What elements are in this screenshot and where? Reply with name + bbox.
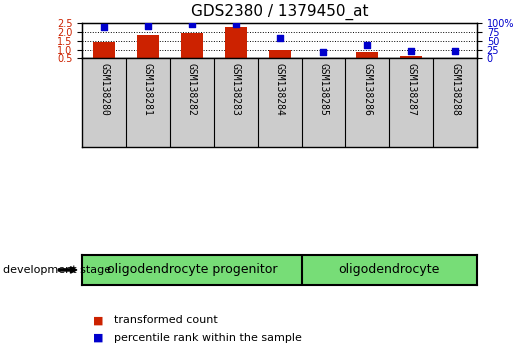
Point (407, 48, 416, 53)
Text: GSM138285: GSM138285 (319, 63, 329, 116)
Text: GSM138281: GSM138281 (143, 63, 153, 116)
Bar (181, 33, 203, 58)
Bar (225, 27, 246, 58)
Text: ■: ■ (93, 333, 103, 343)
Text: ■: ■ (93, 315, 103, 325)
Bar (93, 42, 115, 58)
Text: transformed count: transformed count (114, 315, 218, 325)
Bar (269, 50, 290, 58)
Text: GSM138288: GSM138288 (450, 63, 460, 116)
Text: oligodendrocyte progenitor: oligodendrocyte progenitor (107, 263, 277, 276)
Bar (137, 35, 159, 58)
Point (276, 35, 284, 41)
Text: percentile rank within the sample: percentile rank within the sample (114, 333, 302, 343)
Point (100, 24, 108, 30)
Point (363, 42, 372, 48)
Text: development stage: development stage (3, 265, 111, 275)
Text: GSM138280: GSM138280 (99, 63, 109, 116)
Text: GSM138286: GSM138286 (363, 63, 372, 116)
Text: GSM138282: GSM138282 (187, 63, 197, 116)
Text: GSM138284: GSM138284 (275, 63, 285, 116)
Point (319, 50, 328, 55)
Point (188, 22, 196, 27)
Text: GSM138283: GSM138283 (231, 63, 241, 116)
Title: GDS2380 / 1379450_at: GDS2380 / 1379450_at (191, 4, 368, 20)
Bar (356, 52, 378, 58)
Point (451, 48, 460, 54)
Text: GSM138287: GSM138287 (406, 63, 416, 116)
Point (144, 23, 152, 29)
Bar (400, 56, 422, 58)
Text: oligodendrocyte: oligodendrocyte (339, 263, 440, 276)
Point (232, 21, 240, 27)
